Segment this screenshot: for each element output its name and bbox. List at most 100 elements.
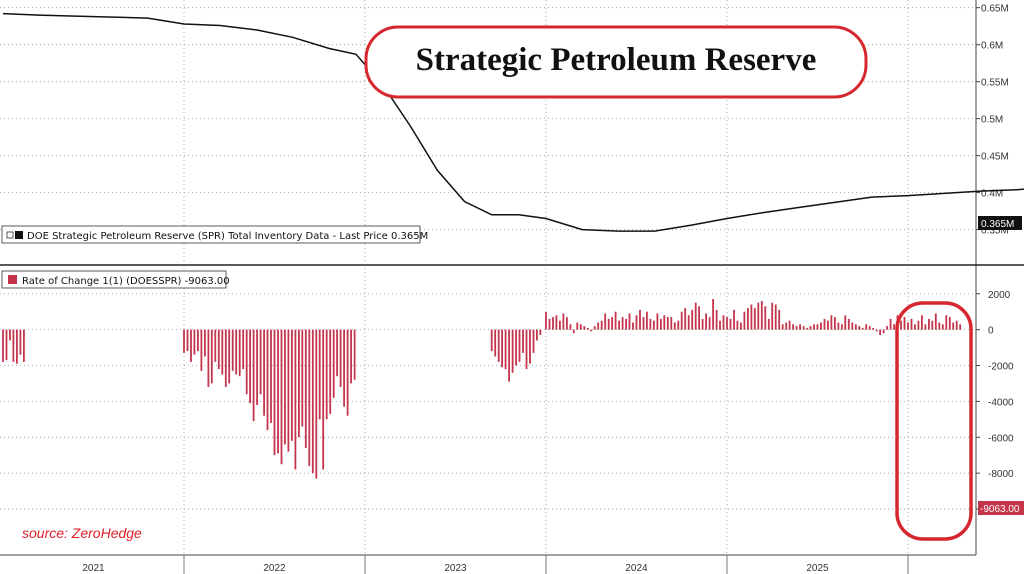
roc-bar [903, 317, 906, 330]
roc-bar [649, 318, 652, 330]
roc-bar [740, 322, 742, 330]
roc-bar [736, 320, 739, 330]
roc-bar [515, 329, 517, 366]
roc-bar [729, 318, 732, 330]
lower-y-tick-label: 0 [988, 326, 994, 337]
roc-bar [597, 322, 600, 330]
roc-bar [287, 329, 290, 452]
roc-bar [252, 329, 255, 422]
roc-bar [726, 317, 728, 330]
roc-bar [959, 324, 962, 330]
x-axis: 202120222023202420252026 [82, 555, 909, 574]
roc-bar [583, 326, 586, 330]
spr-inventory-line [2, 12, 1024, 232]
roc-bar [511, 329, 514, 373]
x-tick-label: 2024 [625, 563, 648, 574]
upper-y-tick-label: 0.35M [981, 226, 1009, 237]
roc-bar [917, 320, 920, 330]
upper-legend-label: DOE Strategic Petroleum Reserve (SPR) To… [27, 231, 428, 242]
roc-bar [569, 324, 572, 330]
roc-bar [635, 315, 638, 330]
roc-bar [270, 329, 272, 423]
roc-bar [508, 329, 510, 382]
roc-bar [712, 299, 714, 330]
roc-bar [663, 315, 666, 330]
roc-bar [12, 329, 15, 362]
lower-y-tick-label: -4000 [988, 397, 1014, 408]
roc-bar [190, 329, 192, 362]
roc-bar [931, 320, 934, 330]
roc-bar [284, 329, 286, 445]
upper-badge-text: 0.365M [981, 219, 1014, 230]
roc-bar [628, 313, 631, 330]
roc-bar [224, 329, 227, 387]
roc-bar [294, 329, 297, 470]
legend-checkbox-icon [6, 231, 14, 239]
roc-bar [308, 329, 311, 466]
roc-bar [525, 329, 528, 370]
roc-bar [263, 329, 265, 416]
roc-bar [621, 317, 624, 330]
roc-bar [545, 311, 547, 330]
roc-bar [642, 317, 645, 330]
roc-bar [600, 320, 603, 330]
roc-bar [490, 329, 493, 352]
lower-y-tick-label: -2000 [988, 362, 1014, 373]
roc-bar [197, 329, 199, 352]
roc-bar [256, 329, 258, 405]
rate-of-change-bars [2, 299, 962, 479]
roc-bar [694, 302, 697, 330]
roc-bar [952, 322, 955, 330]
roc-bar [522, 329, 524, 353]
roc-bar [214, 329, 217, 362]
roc-bar [200, 329, 203, 371]
roc-bar [646, 311, 648, 330]
roc-bar [343, 329, 345, 407]
roc-bar [820, 322, 822, 330]
roc-bar [639, 309, 641, 330]
x-tick-label: 2022 [263, 563, 286, 574]
roc-bar [865, 324, 868, 330]
roc-bar [715, 309, 718, 330]
roc-bar [733, 309, 735, 330]
roc-bar [518, 329, 521, 362]
roc-bar [767, 318, 770, 330]
roc-bar [562, 313, 565, 330]
roc-bar [792, 324, 794, 330]
roc-bar [607, 318, 610, 330]
roc-bar [618, 320, 620, 330]
highlight-2026-outline [895, 301, 973, 541]
roc-bar [501, 329, 503, 368]
roc-bar [339, 329, 342, 387]
roc-bar [280, 329, 283, 465]
roc-bar [760, 300, 763, 330]
roc-bar [670, 317, 673, 330]
roc-bar [322, 329, 325, 470]
roc-bar [750, 304, 753, 330]
upper-y-tick-label: 0.65M [981, 4, 1009, 15]
roc-bar [764, 306, 767, 330]
upper-y-tick-label: 0.4M [981, 189, 1003, 200]
roc-bar [830, 315, 833, 330]
roc-bar [494, 329, 497, 357]
roc-bar [851, 322, 854, 330]
roc-bar [16, 329, 18, 364]
roc-bar [910, 318, 913, 330]
roc-bar [934, 313, 937, 330]
lower-panel-grid [0, 268, 976, 553]
roc-bar [614, 311, 617, 330]
lower-legend: Rate of Change 1(1) (DOESSPR) -9063.00 [1, 270, 230, 289]
roc-bar [948, 317, 951, 330]
roc-bar [907, 322, 909, 330]
roc-bar [552, 317, 554, 330]
roc-bar [529, 329, 531, 364]
roc-bar [900, 320, 902, 330]
roc-bar [823, 318, 826, 330]
roc-bar [311, 329, 314, 474]
upper-last-value-badge: 0.365M [978, 216, 1022, 230]
roc-bar [346, 329, 349, 416]
chart-title-box: Strategic Petroleum Reserve [364, 25, 868, 99]
lower-last-value-badge: -9063.00 [978, 501, 1024, 515]
roc-bar [548, 318, 551, 330]
x-tick-label: 2025 [806, 563, 829, 574]
